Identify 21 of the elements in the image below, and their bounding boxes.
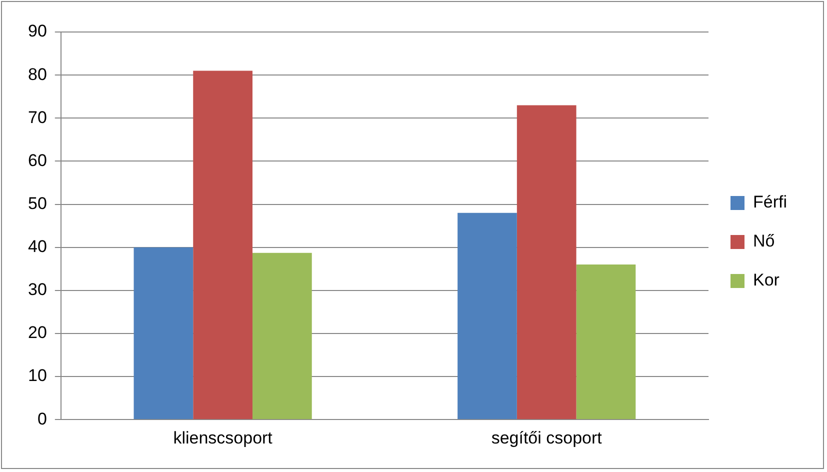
x-tick-label: segítői csoport [491,428,602,448]
y-tick-label: 90 [28,22,47,41]
y-tick-label: 60 [28,150,47,170]
y-tick-label: 40 [28,237,47,256]
x-tick-label: klienscsoport [173,428,273,448]
legend-label: Nő [753,232,775,251]
bar [458,212,517,420]
y-tick-label: 80 [28,64,47,84]
legend-label: Kor [753,270,780,290]
bar [252,252,312,420]
bar [134,247,194,420]
bar [576,264,636,420]
bar [516,105,576,420]
y-tick-label: 30 [28,280,47,300]
y-tick-label: 0 [37,409,47,428]
y-tick-label: 50 [28,194,47,213]
y-tick-label: 20 [28,323,47,342]
y-tick-label: 10 [28,366,47,386]
y-tick-label: 70 [28,108,47,127]
legend-label: Férfi [753,192,787,212]
bar [193,70,252,420]
